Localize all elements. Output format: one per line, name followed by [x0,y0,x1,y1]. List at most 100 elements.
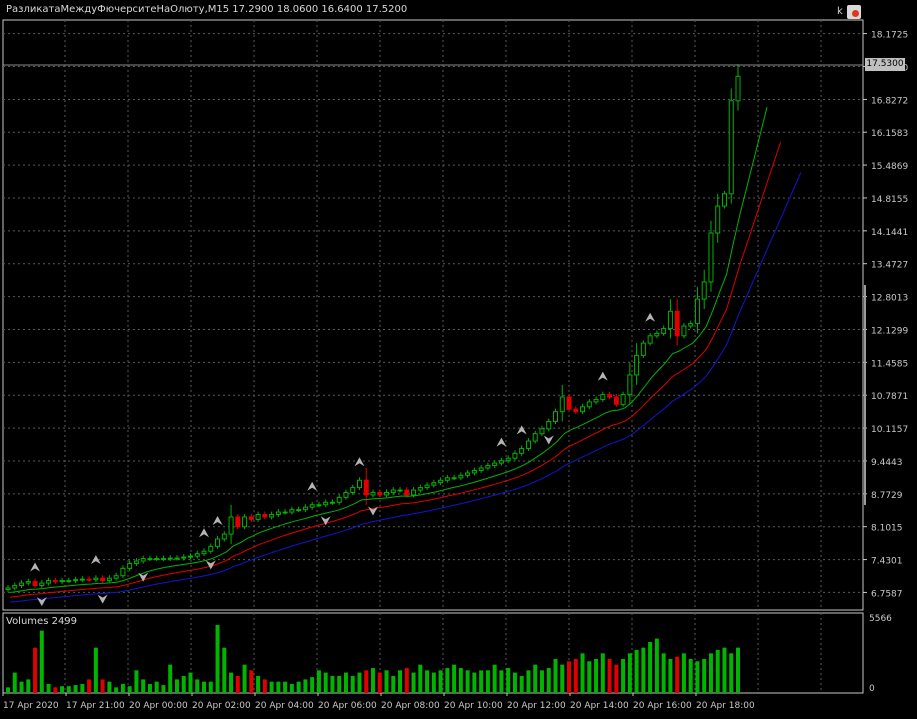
volume-bar [688,659,693,693]
volume-bar [256,676,261,693]
volume-bar [310,677,315,693]
volume-bar [343,672,348,693]
volume-bar [695,661,700,693]
y-tick-label: 7.4301 [871,557,903,567]
candle-body [505,457,511,462]
volume-bar [100,679,105,693]
candle-body [242,516,248,528]
candle-body [32,581,38,587]
x-tick-label: 20 Apr 04:00 [255,701,314,711]
fractal-up-arrow [354,457,365,467]
volume-bar [736,647,740,693]
volume-bar [276,681,281,693]
volume-bar [215,625,220,693]
candle-body [73,579,79,582]
candle-body [559,396,565,413]
volume-bar [708,653,713,693]
candle-body [356,479,362,489]
candle-body [113,575,119,579]
candle-body [438,479,444,484]
fractal-up-arrow [199,528,210,538]
candle-body [275,511,281,516]
candle-body [688,323,694,327]
candle-body [309,504,315,508]
candle-body [566,396,572,410]
volume-bar [283,681,288,693]
volume-bar [641,647,646,693]
candle-body [654,332,660,337]
candle-body [384,491,390,496]
x-tick-label: 20 Apr 08:00 [381,701,440,711]
one-click-trading-label[interactable]: k [837,6,843,17]
volume-bar [235,676,240,693]
volume-bar [371,668,375,693]
volume-bar [668,659,673,693]
volume-bar [431,672,436,693]
fractal-down-arrow [205,560,216,570]
volume-bar [425,670,430,693]
volume-bar [181,676,186,693]
candle-body [647,335,653,344]
volume-bar [208,681,213,693]
candle-body [5,587,11,590]
candle-body [701,281,707,300]
volume-bar [681,653,686,693]
candle-body [586,401,592,408]
candle-body [607,394,613,398]
volume-bar [134,670,139,693]
volume-bar [93,647,98,693]
y-tick-label: 14.8155 [871,195,908,205]
candle-body [634,354,640,376]
volume-bar [174,679,179,693]
volume-bar [729,653,734,693]
candle-body [39,582,45,587]
candle-body [66,580,72,583]
volume-bar [60,686,65,693]
candle-body [471,469,477,474]
volume-bar [533,664,538,693]
candle-body [93,577,99,581]
candle-body [255,514,261,520]
candle-body [289,509,295,513]
ma-fast-line [9,106,768,593]
candle-body [215,538,221,547]
candle-body [708,232,714,283]
candle-body [458,474,464,479]
y-tick-label: 10.7871 [871,392,908,402]
volume-bar [66,686,71,693]
volume-bar [262,679,267,693]
volume-bar [316,670,321,693]
volume-bar [269,681,274,693]
y-tick-label: 6.7587 [871,589,903,599]
volume-bar [323,672,328,693]
candle-body [728,100,734,195]
volume-bar [357,672,362,693]
fractal-down-arrow [320,516,331,526]
candle-body [613,396,619,405]
volume-bar [33,647,38,693]
volume-bar [458,668,463,693]
candle-body [12,585,18,589]
candle-body [127,562,133,569]
y-tick-label: 10.1157 [871,425,908,435]
volume-bar [303,679,308,693]
candle-body [19,582,25,587]
volume-bar [107,681,112,693]
volume-bar [80,683,85,693]
volume-bar [168,664,173,693]
candle-body [573,408,579,413]
volume-bar [614,664,619,693]
volume-bar [715,649,720,693]
candle-body [492,462,498,467]
x-tick-label: 20 Apr 12:00 [507,701,566,711]
trade-panel-icon[interactable] [847,5,861,19]
x-tick-label: 17 Apr 21:00 [66,701,125,711]
candle-body [350,487,356,493]
candle-body [316,504,322,507]
candle-body [721,193,727,207]
volume-bar [445,668,450,693]
candle-body [59,580,65,583]
volume-bar [127,686,132,693]
